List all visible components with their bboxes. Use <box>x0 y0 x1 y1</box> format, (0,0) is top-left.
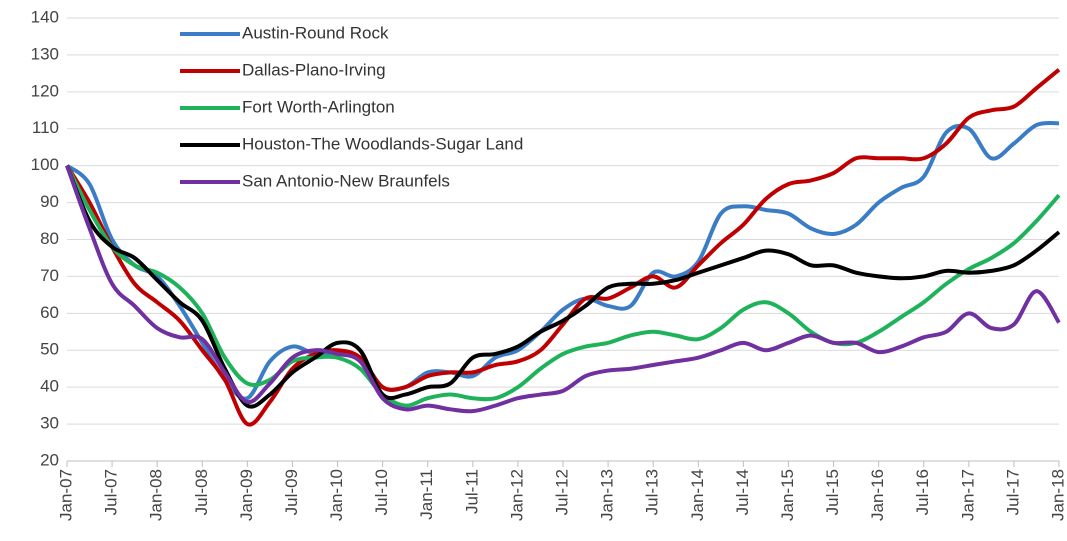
x-tick-label: Jan-08 <box>147 469 166 521</box>
x-tick-label: Jul-09 <box>282 469 301 515</box>
y-tick-label: 110 <box>32 118 59 137</box>
y-tick-label: 50 <box>40 340 59 359</box>
legend-label: San Antonio-New Braunfels <box>242 171 450 190</box>
series-line <box>65 164 1061 409</box>
x-tick-label: Jul-07 <box>102 469 121 515</box>
x-tick-label: Jan-16 <box>868 469 887 521</box>
legend-label: Dallas-Plano-Irving <box>242 60 386 79</box>
x-tick-label: Jul-13 <box>643 469 662 515</box>
series-line <box>65 120 1060 401</box>
y-tick-label: 90 <box>40 192 59 211</box>
y-tick-label: 30 <box>40 414 59 433</box>
x-tick-label: Jan-11 <box>417 469 436 520</box>
x-tick-label: Jul-17 <box>1003 469 1022 515</box>
x-tick-label: Jan-15 <box>778 469 797 521</box>
y-tick-label: 40 <box>40 377 59 396</box>
x-tick-label: Jan-13 <box>598 469 617 521</box>
x-tick-label: Jul-12 <box>552 469 571 515</box>
x-tick-label: Jan-17 <box>958 469 977 521</box>
y-tick-label: 100 <box>31 155 59 174</box>
x-tick-label: Jul-08 <box>192 469 211 515</box>
y-tick-label: 80 <box>40 229 59 248</box>
x-tick-label: Jul-15 <box>823 469 842 515</box>
x-tick-label: Jan-07 <box>56 469 75 521</box>
legend-label: Houston-The Woodlands-Sugar Land <box>242 134 523 153</box>
x-tick-label: Jul-11 <box>462 469 481 514</box>
y-tick-label: 20 <box>40 450 59 469</box>
y-tick-label: 60 <box>40 303 59 322</box>
y-tick-label: 120 <box>31 81 59 100</box>
x-tick-label: Jul-16 <box>913 469 932 515</box>
x-tick-label: Jul-10 <box>372 469 391 515</box>
x-tick-label: Jul-14 <box>733 469 752 515</box>
series-line <box>65 164 1061 414</box>
x-tick-label: Jan-18 <box>1048 469 1067 521</box>
x-tick-label: Jan-12 <box>507 469 526 521</box>
x-tick-label: Jan-10 <box>327 469 346 521</box>
legend-label: Austin-Round Rock <box>242 23 389 42</box>
y-tick-label: 70 <box>40 266 59 285</box>
x-tick-label: Jan-09 <box>237 469 256 521</box>
series-line <box>65 68 1061 427</box>
y-tick-label: 140 <box>31 7 59 26</box>
y-tick-label: 130 <box>31 44 59 63</box>
legend-label: Fort Worth-Arlington <box>242 97 395 116</box>
x-tick-label: Jan-14 <box>688 469 707 521</box>
series-line <box>65 164 1061 408</box>
